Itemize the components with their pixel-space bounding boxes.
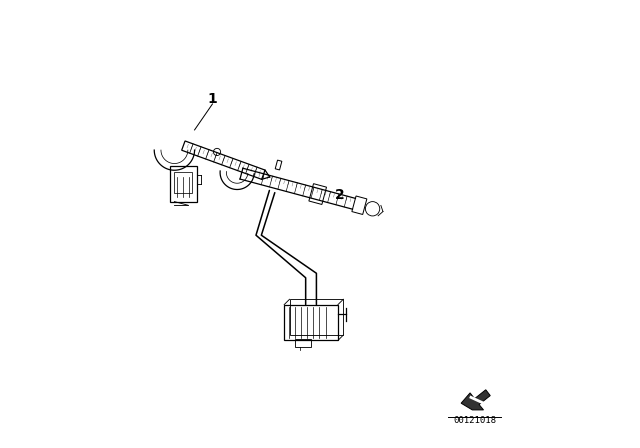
Text: 1: 1 [207, 91, 218, 106]
Bar [296, 339, 311, 347]
Bar [289, 299, 343, 335]
Polygon shape [461, 390, 490, 410]
Text: 2: 2 [335, 188, 345, 202]
Bar [284, 305, 338, 340]
Bar [174, 172, 192, 193]
Text: 00121018: 00121018 [453, 416, 496, 425]
